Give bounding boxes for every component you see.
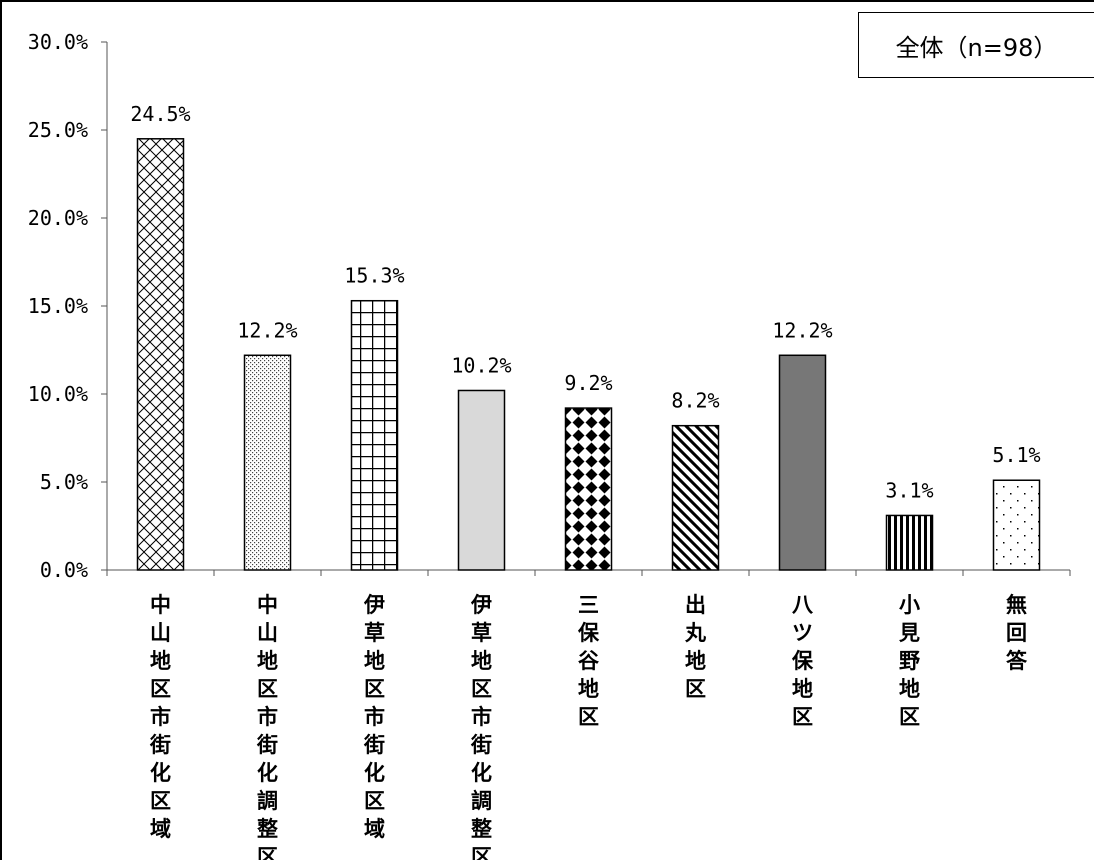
bar-value-label: 24.5%	[130, 102, 190, 126]
bar-value-label: 10.2%	[451, 353, 511, 377]
category-labels: 中山地区市街化区域 中山地区市街化調整区域 伊草地区市街化区域 伊草地区市街化調整区域…	[149, 593, 1028, 864]
category-label: 小見野地区	[899, 593, 920, 729]
category-label: 出丸地区	[684, 593, 707, 701]
bars	[136, 138, 1041, 571]
bar-value-label: 12.2%	[772, 318, 832, 342]
category-label: 三保谷地区	[577, 593, 600, 729]
category-label: 八ツ保地区	[791, 593, 814, 729]
category-label: 中山地区市街化調整区域	[256, 593, 278, 860]
bar	[136, 138, 185, 571]
y-tick-label: 0.0%	[40, 558, 88, 582]
bar	[564, 407, 613, 571]
bar	[992, 479, 1041, 571]
category-label: 伊草地区市街化区域	[363, 593, 385, 841]
y-tick-label: 25.0%	[28, 118, 88, 142]
bar-value-label: 8.2%	[671, 389, 719, 413]
bar	[778, 354, 827, 571]
category-label: 伊草地区市街化調整区域	[470, 593, 492, 860]
bar-value-label: 12.2%	[237, 318, 297, 342]
bar	[350, 299, 399, 571]
bar-value-label: 3.1%	[885, 478, 933, 502]
y-tick-label: 5.0%	[40, 470, 88, 494]
legend-box: 全体（n=98）	[858, 12, 1094, 78]
category-label: 中山地区市街化区域	[149, 593, 171, 841]
bar	[671, 424, 720, 571]
bar-value-label: 5.1%	[992, 443, 1040, 467]
category-label: 無回答	[1006, 593, 1028, 673]
bar	[885, 514, 934, 571]
y-tick-label: 30.0%	[28, 30, 88, 54]
legend-label: 全体（n=98）	[895, 33, 1058, 62]
bar	[457, 389, 506, 571]
y-tick-label: 15.0%	[28, 294, 88, 318]
value-labels: 24.5% 12.2% 15.3% 10.2% 9.2% 8.2% 12.2% 3.1% 5.1…	[130, 102, 1040, 503]
y-tick-label: 10.0%	[28, 382, 88, 406]
bar-value-label: 15.3%	[344, 264, 404, 288]
bar	[243, 354, 292, 571]
bar-value-label: 9.2%	[564, 371, 612, 395]
y-tick-label: 20.0%	[28, 206, 88, 230]
